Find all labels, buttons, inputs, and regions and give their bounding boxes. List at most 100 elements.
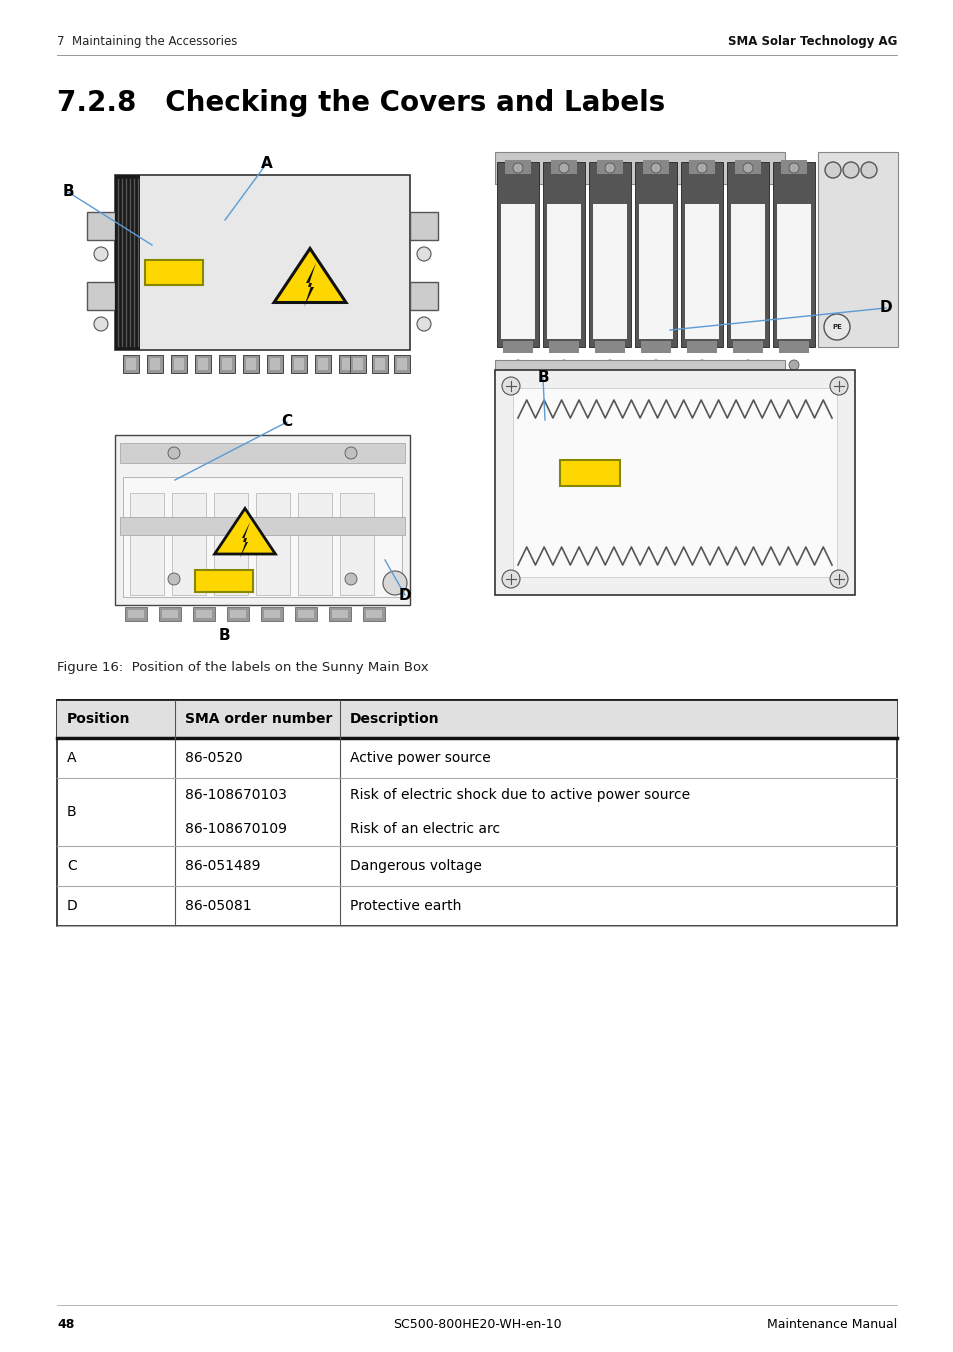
Bar bbox=[57, 700, 896, 926]
Bar bbox=[640, 341, 670, 353]
Bar bbox=[353, 358, 363, 370]
Bar bbox=[267, 356, 283, 373]
Bar bbox=[128, 610, 144, 618]
Text: PE: PE bbox=[831, 324, 841, 330]
Circle shape bbox=[558, 360, 568, 370]
Bar bbox=[495, 370, 854, 595]
Circle shape bbox=[829, 377, 847, 395]
Circle shape bbox=[94, 247, 108, 261]
Bar bbox=[230, 610, 246, 618]
Circle shape bbox=[501, 377, 519, 395]
Bar bbox=[504, 160, 531, 174]
Text: Dangerous voltage: Dangerous voltage bbox=[350, 859, 481, 873]
Circle shape bbox=[824, 162, 841, 178]
Text: Protective earth: Protective earth bbox=[350, 899, 461, 913]
Bar bbox=[559, 460, 619, 485]
Bar bbox=[115, 174, 410, 350]
Polygon shape bbox=[214, 508, 275, 554]
Text: 86-051489: 86-051489 bbox=[185, 859, 260, 873]
Bar bbox=[772, 162, 814, 347]
Bar bbox=[246, 358, 255, 370]
Circle shape bbox=[842, 162, 858, 178]
Text: A: A bbox=[261, 155, 273, 170]
Circle shape bbox=[168, 573, 180, 585]
Text: Risk of an electric arc: Risk of an electric arc bbox=[350, 822, 499, 836]
Bar bbox=[513, 388, 836, 577]
Circle shape bbox=[829, 571, 847, 588]
Bar bbox=[339, 493, 374, 595]
Text: 86-108670103: 86-108670103 bbox=[185, 788, 287, 802]
Circle shape bbox=[650, 164, 660, 173]
Text: Risk of electric shock due to active power source: Risk of electric shock due to active pow… bbox=[350, 788, 689, 802]
Bar bbox=[495, 360, 784, 375]
Circle shape bbox=[604, 164, 615, 173]
Text: Maintenance Manual: Maintenance Manual bbox=[766, 1318, 896, 1332]
Bar bbox=[688, 160, 714, 174]
Bar bbox=[123, 477, 401, 598]
Text: Active power source: Active power source bbox=[350, 750, 490, 765]
Bar bbox=[291, 356, 307, 373]
Bar bbox=[125, 607, 147, 621]
Text: C: C bbox=[281, 415, 293, 430]
Bar bbox=[341, 358, 352, 370]
Bar bbox=[680, 162, 722, 347]
Circle shape bbox=[861, 162, 876, 178]
Bar bbox=[227, 607, 249, 621]
Bar bbox=[57, 700, 896, 738]
Bar bbox=[115, 435, 410, 604]
Circle shape bbox=[501, 571, 519, 588]
Bar bbox=[317, 358, 328, 370]
Bar bbox=[375, 358, 385, 370]
Bar bbox=[255, 493, 290, 595]
Circle shape bbox=[604, 360, 615, 370]
Bar bbox=[213, 493, 248, 595]
Bar bbox=[338, 356, 355, 373]
Circle shape bbox=[416, 316, 431, 331]
Bar bbox=[730, 204, 764, 339]
Bar bbox=[120, 516, 405, 535]
Polygon shape bbox=[274, 249, 346, 303]
Text: Description: Description bbox=[350, 713, 439, 726]
Circle shape bbox=[513, 360, 522, 370]
Bar bbox=[173, 358, 184, 370]
Polygon shape bbox=[304, 264, 315, 307]
Text: D: D bbox=[398, 588, 411, 603]
Bar bbox=[502, 341, 533, 353]
Bar bbox=[115, 174, 140, 350]
Circle shape bbox=[697, 360, 706, 370]
Text: SMA order number: SMA order number bbox=[185, 713, 332, 726]
Bar bbox=[642, 160, 668, 174]
Bar bbox=[194, 356, 211, 373]
Bar bbox=[595, 341, 624, 353]
Bar bbox=[87, 212, 115, 241]
Bar bbox=[123, 356, 139, 373]
Bar bbox=[329, 607, 351, 621]
Bar bbox=[817, 151, 897, 347]
Text: 48: 48 bbox=[57, 1318, 74, 1332]
Bar bbox=[87, 283, 115, 310]
Bar bbox=[162, 610, 178, 618]
Bar bbox=[776, 204, 810, 339]
Circle shape bbox=[345, 573, 356, 585]
Bar bbox=[171, 356, 187, 373]
Circle shape bbox=[742, 164, 752, 173]
Bar bbox=[410, 212, 437, 241]
Circle shape bbox=[513, 164, 522, 173]
Bar bbox=[145, 260, 203, 285]
Text: Figure 16:  Position of the labels on the Sunny Main Box: Figure 16: Position of the labels on the… bbox=[57, 661, 428, 673]
Text: B: B bbox=[218, 627, 230, 642]
Bar bbox=[297, 493, 332, 595]
Bar bbox=[150, 358, 160, 370]
Bar bbox=[394, 356, 410, 373]
Text: SC500-800HE20-WH-en-10: SC500-800HE20-WH-en-10 bbox=[393, 1318, 560, 1332]
Bar bbox=[726, 162, 768, 347]
Bar bbox=[159, 607, 181, 621]
Circle shape bbox=[788, 164, 799, 173]
Circle shape bbox=[94, 316, 108, 331]
Text: SMA Solar Technology AG: SMA Solar Technology AG bbox=[727, 35, 896, 49]
Bar bbox=[542, 162, 584, 347]
Bar bbox=[264, 610, 280, 618]
Bar bbox=[297, 610, 314, 618]
Text: Position: Position bbox=[67, 713, 131, 726]
Circle shape bbox=[168, 448, 180, 458]
